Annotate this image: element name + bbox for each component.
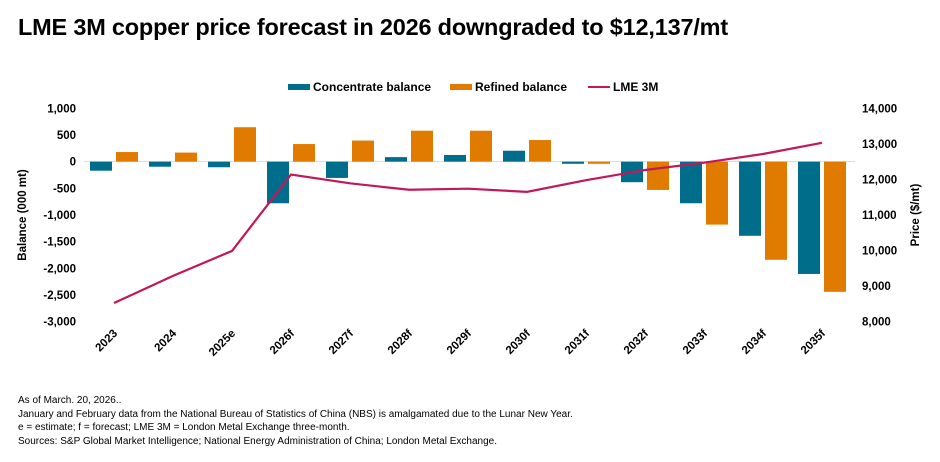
bar-concentrate-balance: [385, 157, 407, 162]
bar-refined-balance: [647, 161, 669, 190]
x-tick-label: 2024: [153, 327, 180, 354]
bar-concentrate-balance: [444, 154, 466, 162]
x-tick-label: 2034f: [740, 328, 769, 357]
bar-refined-balance: [706, 161, 728, 225]
x-tick-label: 2032f: [622, 328, 651, 357]
bar-concentrate-balance: [90, 161, 112, 171]
y-right-tick-label: 14,000: [862, 103, 897, 115]
y-tick-label: 0: [70, 157, 76, 169]
bar-refined-balance: [352, 140, 374, 162]
chart: 1,000 500 0 -500 -1,000 -1,500 -2,000 -2,500 -3,…: [17, 80, 922, 359]
footnotes: As of March. 20, 2026.. January and Febr…: [18, 394, 573, 448]
x-tick-label: 2033f: [681, 328, 710, 357]
bar-concentrate-balance: [326, 161, 348, 178]
footnote: e = estimate; f = forecast; LME 3M = Lon…: [18, 422, 350, 433]
y-right-tick-label: 12,000: [862, 174, 897, 186]
footnote: Sources: S&P Global Market Intelligence;…: [18, 435, 497, 447]
bar-refined-balance: [824, 161, 846, 292]
y-tick-label: 500: [57, 130, 76, 142]
bar-refined-balance: [470, 130, 492, 162]
bar-refined-balance: [411, 130, 433, 162]
y-axis-title: Balance (000 mt): [17, 169, 29, 261]
bar-concentrate-balance: [267, 161, 289, 204]
bar-concentrate-balance: [149, 161, 171, 167]
x-tick-label: 2031f: [563, 328, 592, 357]
chart-title: LME 3M copper price forecast in 2026 dow…: [18, 14, 728, 40]
x-tick-label: 2026f: [268, 328, 297, 357]
y-tick-label: -1,000: [43, 210, 76, 222]
y-tick-label: 1,000: [47, 103, 76, 115]
y-tick-label: -2,000: [43, 263, 76, 275]
x-tick-label: 2028f: [386, 328, 415, 357]
y-tick-label: -500: [53, 183, 76, 195]
bar-concentrate-balance: [798, 161, 820, 274]
x-tick-label: 2025e: [207, 328, 238, 359]
x-tick-label: 2027f: [327, 328, 356, 357]
y-right-tick-label: 9,000: [862, 281, 891, 293]
bar-refined-balance: [116, 152, 138, 162]
bar-refined-balance: [293, 144, 315, 162]
y-right-axis-title: Price ($/mt): [910, 184, 922, 247]
lme-3m-line: [113, 141, 823, 305]
x-tick-label: 2023: [94, 328, 121, 355]
y-tick-label: -2,500: [43, 290, 76, 302]
y-tick-label: -3,000: [43, 317, 76, 329]
x-tick-label: 2035f: [799, 328, 828, 357]
footnote: As of March. 20, 2026..: [18, 395, 122, 406]
y-right-tick-label: 10,000: [862, 246, 897, 258]
bar-refined-balance: [765, 161, 787, 260]
legend-swatch: [288, 84, 310, 90]
x-tick-label: 2029f: [445, 328, 474, 357]
bar-concentrate-balance: [208, 161, 230, 168]
bar-concentrate-balance: [503, 150, 525, 162]
footnote: January and February data from the Natio…: [18, 408, 573, 420]
y-right-tick-label: 13,000: [862, 139, 897, 151]
bar-concentrate-balance: [562, 161, 584, 164]
legend-label: LME 3M: [613, 80, 658, 94]
bar-refined-balance: [234, 127, 256, 162]
bar-concentrate-balance: [739, 161, 761, 236]
y-tick-label: -1,500: [43, 237, 76, 249]
y-right-tick-label: 11,000: [862, 210, 897, 222]
legend-label: Concentrate balance: [313, 80, 431, 94]
bar-refined-balance: [175, 152, 197, 162]
legend-swatch: [450, 84, 472, 90]
bar-concentrate-balance: [680, 161, 702, 204]
legend-label: Refined balance: [475, 80, 567, 94]
x-tick-label: 2030f: [504, 328, 533, 357]
bar-refined-balance: [588, 161, 610, 164]
y-right-tick-label: 8,000: [862, 317, 891, 329]
bar-refined-balance: [529, 140, 551, 162]
